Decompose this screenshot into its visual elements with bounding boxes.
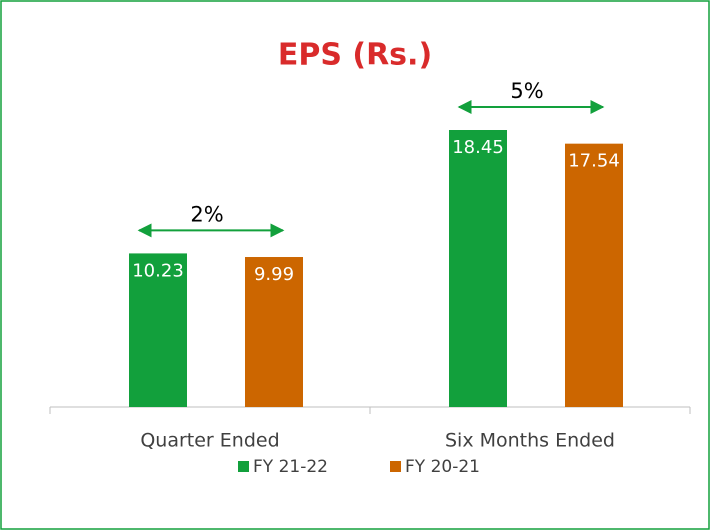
value-label: 17.54 — [568, 151, 620, 172]
x-tick-label: Quarter Ended — [140, 430, 279, 452]
legend-swatch — [238, 461, 249, 472]
value-label: 10.23 — [132, 260, 184, 281]
chart-title: EPS (Rs.) — [278, 38, 432, 73]
legend-swatch — [390, 461, 401, 472]
value-label: 18.45 — [452, 137, 504, 158]
value-label: 9.99 — [254, 264, 294, 285]
bar — [449, 130, 507, 407]
bar — [565, 143, 623, 407]
annotation: 2% — [190, 202, 223, 226]
legend-label: FY 21-22 — [253, 457, 328, 477]
annotation: 5% — [510, 79, 543, 103]
bar — [245, 257, 303, 407]
x-tick-label: Six Months Ended — [445, 430, 615, 452]
bar — [129, 253, 187, 407]
legend-label: FY 20-21 — [405, 457, 480, 477]
